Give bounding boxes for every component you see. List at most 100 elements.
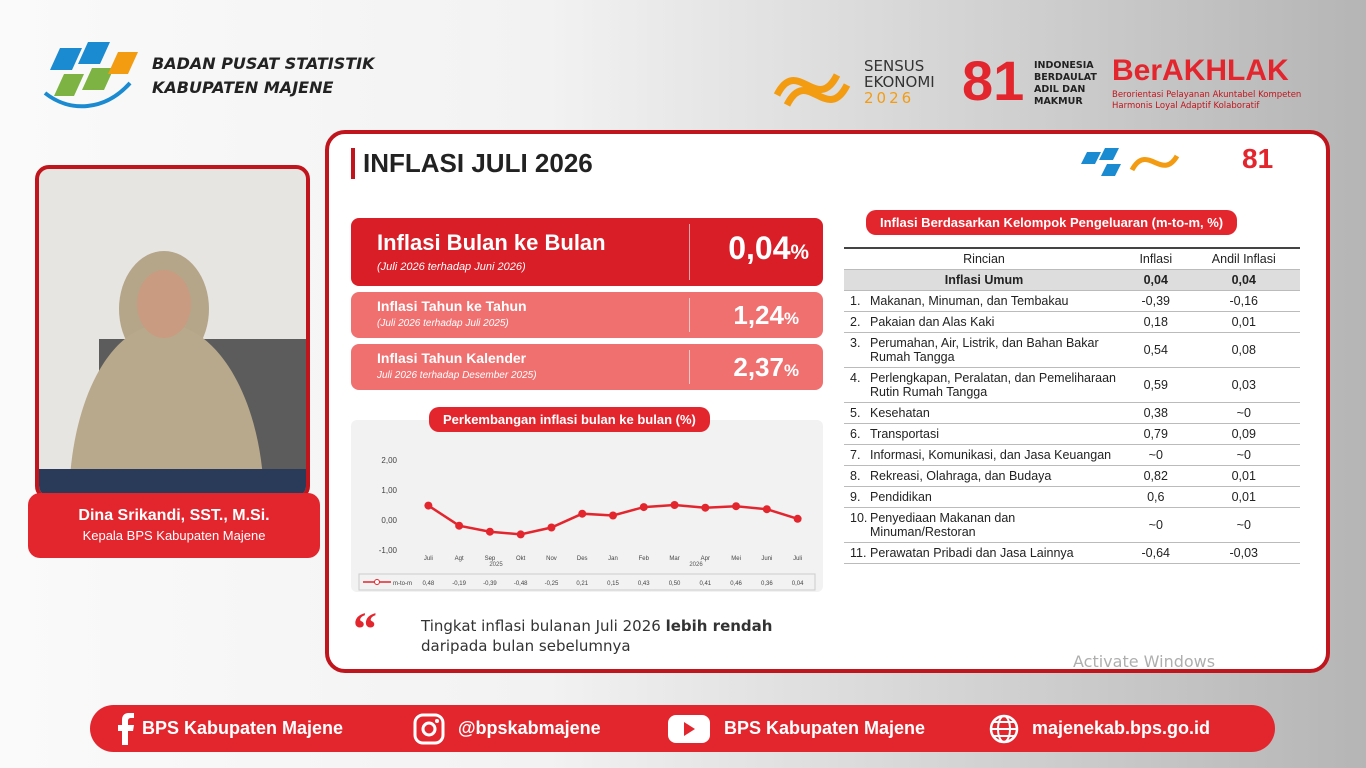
- stat-sub: (Juli 2026 terhadap Juli 2025): [377, 318, 509, 329]
- row-label: Perlengkapan, Peralatan, dan Pemeliharaa…: [870, 371, 1117, 399]
- table-row: 7. Informasi, Komunikasi, dan Jasa Keuang…: [844, 444, 1300, 466]
- row-number: 7.: [850, 448, 861, 462]
- footer-bar: BPS Kabupaten Majene @bpskabmajene BPS K…: [90, 705, 1275, 752]
- stat-label: Inflasi Tahun Kalender: [377, 350, 527, 366]
- stat-box: Inflasi Tahun Kalender Juli 2026 terhada…: [351, 344, 823, 390]
- cell: 0,01: [1187, 465, 1300, 487]
- column-header: Rincian: [844, 247, 1124, 270]
- speaker-caption: Dina Srikandi, SST., M.Si. Kepala BPS Ka…: [28, 493, 320, 558]
- data-point: [485, 527, 494, 536]
- table-row: 4. Perlengkapan, Peralatan, dan Pemelihar…: [844, 367, 1300, 403]
- row-number: 9.: [850, 490, 861, 504]
- bps-logo: [43, 42, 138, 109]
- cell: 7. Informasi, Komunikasi, dan Jasa Keuang…: [844, 444, 1124, 466]
- cell: 0,38: [1124, 402, 1188, 424]
- stat-label: Inflasi Bulan ke Bulan: [377, 230, 606, 255]
- stat-label: Inflasi Tahun ke Tahun: [377, 298, 527, 314]
- table-row: 1. Makanan, Minuman, dan Tembakau -0,39 -0,…: [844, 290, 1300, 312]
- x-tick-label: Okt: [516, 556, 526, 562]
- data-label: -0,48: [514, 581, 528, 587]
- stat-unit: %: [790, 241, 810, 264]
- stat-number: 0,04: [728, 230, 791, 266]
- x-tick-label: Juni: [761, 556, 772, 562]
- table-header: Rincian Inflasi Andil Inflasi: [844, 247, 1300, 270]
- facebook-handle: BPS Kabupaten Majene: [142, 718, 344, 738]
- data-label: 0,41: [699, 581, 711, 587]
- data-point: [670, 501, 679, 509]
- org-region: KABUPATEN MAJENE: [152, 78, 334, 97]
- cell: 2. Pakaian dan Alas Kaki: [844, 311, 1124, 333]
- row-label: Penyediaan Makanan dan Minuman/Restoran: [870, 511, 1016, 539]
- cell: 0,09: [1187, 423, 1300, 445]
- y-tick-label: 2,00: [381, 456, 397, 465]
- row-label: Informasi, Komunikasi, dan Jasa Keuangan: [870, 448, 1112, 462]
- cell: 0,59: [1124, 367, 1188, 403]
- data-point: [732, 502, 741, 511]
- cell: 1. Makanan, Minuman, dan Tembakau: [844, 290, 1124, 312]
- cell: 5. Kesehatan: [844, 402, 1124, 424]
- x-tick-label: Mar: [669, 556, 679, 562]
- website: majenekab.bps.go.id: [1032, 718, 1211, 738]
- column-header: Andil Inflasi: [1187, 247, 1300, 270]
- stat-unit: %: [783, 361, 799, 380]
- slide: INFLASI JULI 2026 81 Inflasi Bulan ke Bu…: [325, 130, 1330, 673]
- table-row: 9. Pendidikan 0,6 0,01: [844, 486, 1300, 508]
- data-label: 0,50: [669, 581, 681, 587]
- x-group-label: 2025: [489, 562, 503, 568]
- x-tick-label: Sep: [485, 556, 496, 562]
- slide-logo-strip: 81: [1081, 143, 1273, 176]
- berakhlak-logo: BerAKHLAK: [1112, 54, 1289, 87]
- inflation-table: Rincian Inflasi Andil Inflasi Inflasi Umum…: [844, 247, 1300, 564]
- x-tick-label: Juli: [793, 556, 802, 562]
- row-label: Transportasi: [870, 427, 940, 441]
- quote-mark: “: [353, 603, 377, 656]
- table-total-row: Inflasi Umum 0,04 0,04: [844, 269, 1300, 291]
- line-series: [427, 503, 798, 536]
- table-title: Inflasi Berdasarkan Kelompok Pengeluaran…: [866, 210, 1238, 235]
- chart-legend-row: [358, 573, 816, 591]
- stat-sub: (Juli 2026 terhadap Juni 2026): [377, 261, 526, 273]
- row-label: Rekreasi, Olahraga, dan Budaya: [870, 469, 1052, 483]
- cell: 11. Perawatan Pribadi dan Jasa Lainnya: [844, 542, 1124, 564]
- web-icon: [989, 714, 1019, 744]
- cell: ~0: [1187, 507, 1300, 543]
- cell: Inflasi Umum: [844, 269, 1124, 291]
- slide-logos: 81: [1077, 140, 1326, 185]
- stat-box: Inflasi Bulan ke Bulan (Juli 2026 terhad…: [351, 218, 823, 286]
- row-label: Perawatan Pribadi dan Jasa Lainnya: [870, 546, 1074, 560]
- cell: 9. Pendidikan: [844, 486, 1124, 508]
- row-number: 8.: [850, 469, 861, 483]
- x-tick-label: Feb: [639, 556, 650, 562]
- row-label: Makanan, Minuman, dan Tembakau: [870, 294, 1069, 308]
- hut-81-logo: 81: [962, 49, 1025, 112]
- cell: -0,39: [1124, 290, 1188, 312]
- facebook-icon: [118, 713, 134, 745]
- cell: 0,79: [1124, 423, 1188, 445]
- cell: -0,03: [1187, 542, 1300, 564]
- cell: 0,18: [1124, 311, 1188, 333]
- stat-sub: Juli 2026 terhadap Desember 2025): [377, 370, 537, 381]
- stat-unit: %: [783, 309, 799, 328]
- stat-value: 2,37%: [733, 352, 799, 383]
- row-number: 3.: [850, 336, 861, 350]
- row-label: Pakaian dan Alas Kaki: [870, 315, 995, 329]
- data-point: [639, 503, 648, 512]
- data-point: [609, 511, 617, 520]
- x-tick-label: Jan: [608, 556, 618, 562]
- cell: 8. Rekreasi, Olahraga, dan Budaya: [844, 465, 1124, 487]
- youtube-icon: [668, 715, 710, 743]
- speaker-figure: [39, 251, 306, 496]
- table-row: 2. Pakaian dan Alas Kaki 0,18 0,01: [844, 311, 1300, 333]
- data-label: 0,46: [730, 581, 742, 587]
- cell: 0,01: [1187, 311, 1300, 333]
- cell: ~0: [1187, 402, 1300, 424]
- os-watermark: Activate Windows: [1073, 652, 1216, 671]
- data-point: [547, 523, 556, 532]
- quote-text: Tingkat inflasi bulanan Juli 2026: [421, 617, 661, 635]
- legend-marker: [374, 579, 380, 585]
- stat-value: 0,04%: [728, 230, 809, 267]
- youtube-channel: BPS Kabupaten Majene: [724, 718, 926, 738]
- slide-title: INFLASI JULI 2026: [351, 148, 593, 179]
- cell: 0,04: [1124, 269, 1188, 291]
- cell: 0,01: [1187, 486, 1300, 508]
